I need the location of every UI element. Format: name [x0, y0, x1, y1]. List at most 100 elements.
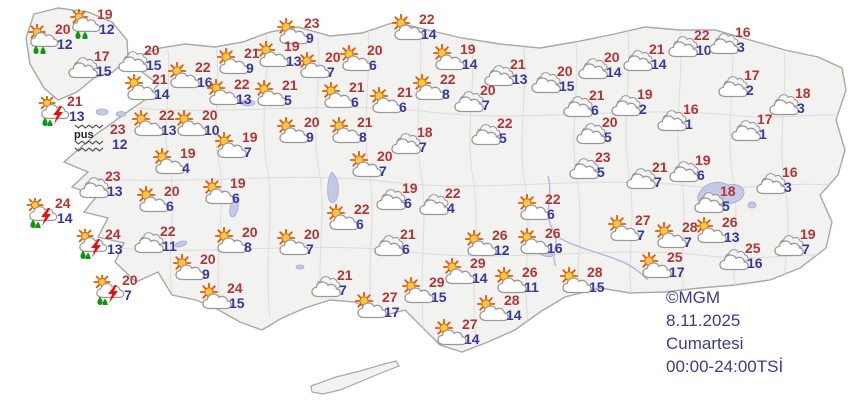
high-temp: 19 — [230, 175, 246, 191]
high-temp: 19 — [97, 6, 113, 22]
high-temp: 28 — [504, 292, 520, 308]
low-temp: 11 — [162, 238, 177, 254]
high-temp: 21 — [67, 93, 83, 109]
sun-behind-cloud-icon — [337, 44, 375, 75]
low-temp: 5 — [499, 130, 507, 146]
low-temp: 7 — [244, 144, 252, 160]
high-temp: 26 — [492, 227, 508, 243]
low-temp: 2 — [639, 101, 647, 117]
low-temp: 7 — [339, 282, 347, 298]
low-temp: 6 — [404, 195, 412, 211]
high-temp: 19 — [637, 86, 653, 102]
low-temp: 13 — [236, 91, 252, 107]
high-temp: 21 — [337, 267, 353, 283]
high-temp: 21 — [357, 114, 373, 130]
low-temp: 13 — [286, 53, 302, 69]
high-temp: 24 — [55, 195, 71, 211]
sun-behind-cloud-icon — [170, 253, 208, 284]
low-temp: 9 — [306, 129, 314, 145]
low-temp: 8 — [359, 129, 367, 145]
low-temp: 10 — [696, 42, 712, 58]
low-temp: 6 — [166, 198, 174, 214]
high-temp: 21 — [244, 45, 260, 61]
low-temp: 5 — [604, 129, 612, 145]
high-temp: 29 — [470, 255, 486, 271]
sun-behind-cloud-icon — [214, 47, 252, 78]
cloud-icon — [690, 186, 728, 216]
sun-behind-cloud-icon — [474, 294, 512, 325]
low-temp: 11 — [524, 279, 539, 295]
high-temp: 24 — [227, 280, 243, 296]
sun-behind-cloud-icon — [327, 116, 365, 147]
high-temp: 22 — [694, 27, 710, 43]
cloud-icon — [765, 88, 803, 118]
low-temp: 15 — [559, 78, 575, 94]
sun-behind-cloud-icon — [410, 73, 448, 104]
low-temp: 7 — [419, 139, 427, 155]
cloud-icon — [114, 45, 152, 75]
low-temp: 4 — [447, 200, 455, 216]
sun-behind-cloud-icon — [492, 266, 530, 297]
high-temp: 22 — [234, 76, 250, 92]
high-temp: 17 — [744, 67, 760, 83]
cloud-icon — [715, 243, 753, 273]
high-temp: 21 — [649, 41, 665, 57]
low-temp: 10 — [204, 122, 220, 138]
high-temp: 19 — [180, 145, 196, 161]
low-temp: 17 — [669, 264, 685, 280]
high-temp: 20 — [367, 42, 383, 58]
low-temp: 1 — [685, 116, 693, 132]
high-temp: 22 — [160, 223, 176, 239]
low-temp: 8 — [244, 239, 252, 255]
sun-behind-cloud-icon — [295, 51, 333, 82]
high-temp: 19 — [800, 226, 816, 242]
low-temp: 3 — [784, 179, 792, 195]
sun-behind-cloud-icon — [319, 81, 357, 112]
sun-behind-cloud-icon — [172, 109, 210, 140]
cloud-icon — [565, 152, 603, 182]
low-temp: 2 — [746, 82, 754, 98]
cloud-icon — [559, 90, 597, 120]
low-temp: 9 — [306, 30, 314, 46]
sun-behind-cloud-icon — [440, 257, 478, 288]
forecast-time-range: 00:00-24:00TSİ — [666, 357, 784, 376]
sun-behind-cloud-icon — [652, 221, 690, 252]
low-temp: 12 — [494, 242, 510, 258]
high-temp: 20 — [164, 183, 180, 199]
sun-behind-cloud-icon — [692, 216, 730, 247]
low-temp: 9 — [246, 60, 254, 76]
fog-label: pus — [74, 129, 94, 141]
high-temp: 22 — [419, 11, 435, 27]
high-temp: 21 — [589, 87, 605, 103]
high-temp: 21 — [400, 226, 416, 242]
thunderstorm-icon — [37, 94, 75, 128]
low-temp: 16 — [547, 240, 563, 256]
low-temp: 12 — [99, 21, 115, 37]
sun-behind-cloud-icon — [605, 214, 643, 245]
low-temp: 5 — [284, 92, 292, 108]
high-temp: 25 — [667, 249, 683, 265]
low-temp: 14 — [606, 64, 622, 80]
cloud-icon — [307, 270, 345, 300]
high-temp: 23 — [595, 149, 611, 165]
thunderstorm-icon — [75, 227, 113, 261]
fog-icon: pus — [74, 124, 114, 156]
low-temp: 1 — [759, 126, 767, 142]
low-temp: 4 — [182, 160, 190, 176]
high-temp: 16 — [782, 164, 798, 180]
cloud-icon — [664, 30, 702, 60]
high-temp: 22 — [545, 191, 561, 207]
sun-behind-cloud-icon — [274, 17, 312, 48]
low-temp: 8 — [442, 86, 450, 102]
high-temp: 22 — [445, 185, 461, 201]
map-rivers — [547, 175, 649, 281]
low-temp: 13 — [161, 122, 177, 138]
low-temp: 7 — [684, 234, 692, 250]
high-temp: 26 — [545, 225, 561, 241]
high-temp: 24 — [105, 226, 121, 242]
sun-behind-cloud-icon — [515, 227, 553, 258]
thunderstorm-icon — [92, 273, 130, 307]
high-temp: 26 — [722, 214, 738, 230]
sun-behind-cloud-icon — [347, 150, 385, 181]
